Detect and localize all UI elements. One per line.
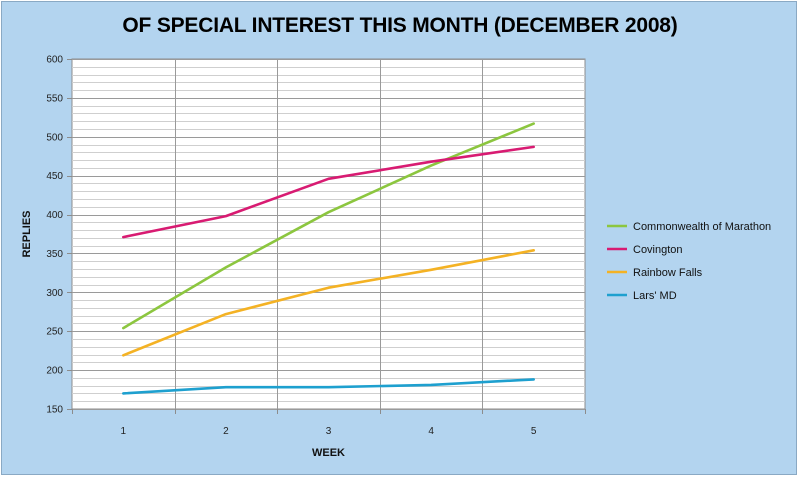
legend-label-rainbow-falls: Rainbow Falls bbox=[633, 267, 703, 279]
series-line-lars-md bbox=[122, 378, 536, 395]
y-tick-label: 200 bbox=[46, 366, 63, 377]
x-tick-label: 4 bbox=[428, 426, 434, 437]
x-tick-label: 1 bbox=[121, 426, 127, 437]
x-tick-label: 5 bbox=[531, 426, 537, 437]
legend-label-covington: Covington bbox=[633, 244, 683, 256]
y-tick-label: 500 bbox=[46, 132, 63, 143]
y-tick-label: 550 bbox=[46, 93, 63, 104]
series-line-rainbow-falls bbox=[122, 249, 536, 357]
y-tick-label: 400 bbox=[46, 210, 63, 221]
y-tick-label: 600 bbox=[46, 55, 63, 66]
x-tick-label: 3 bbox=[326, 426, 332, 437]
y-tick-label: 300 bbox=[46, 288, 63, 299]
x-tick-label: 2 bbox=[223, 426, 229, 437]
series-line-commonwealth-of-marathon bbox=[122, 122, 536, 330]
series-line-covington bbox=[122, 145, 536, 239]
chart-title: OF SPECIAL INTEREST THIS MONTH (DECEMBER… bbox=[122, 14, 678, 37]
plot-area bbox=[71, 58, 586, 410]
legend-label-commonwealth-of-marathon: Commonwealth of Marathon bbox=[633, 221, 771, 233]
y-axis-title: REPLIES bbox=[21, 210, 33, 257]
legend-label-lars-md: Lars' MD bbox=[633, 290, 677, 302]
x-axis-title: WEEK bbox=[312, 447, 345, 459]
y-tick-label: 350 bbox=[46, 249, 63, 260]
y-tick-label: 250 bbox=[46, 327, 63, 338]
y-tick-label: 450 bbox=[46, 171, 63, 182]
y-tick-label: 150 bbox=[46, 405, 63, 416]
